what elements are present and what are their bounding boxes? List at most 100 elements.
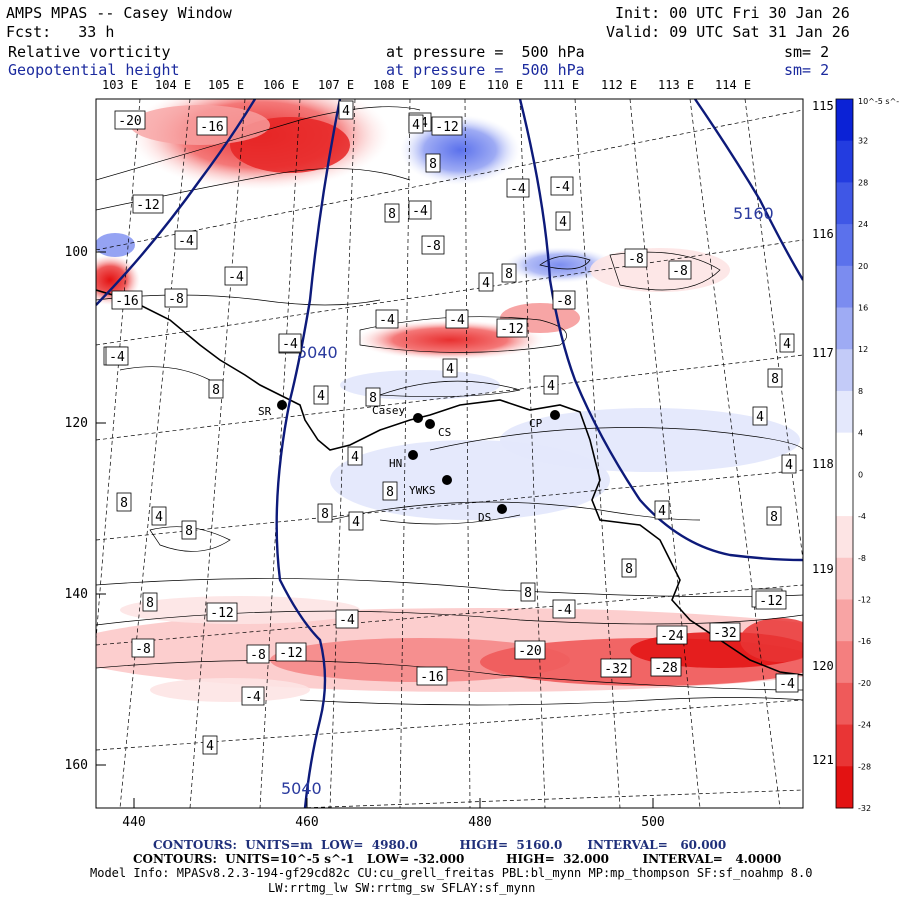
station-sr: SR xyxy=(258,400,287,418)
svg-text:-12: -12 xyxy=(279,646,302,661)
vorticity-contour-label: -12 xyxy=(132,194,164,214)
svg-text:-8: -8 xyxy=(135,642,151,657)
svg-text:8: 8 xyxy=(429,157,437,172)
svg-text:4: 4 xyxy=(351,450,359,465)
colorbar: 32 28 24 20 16 12 8 4 0 -4 -8 -12 -16 -20 -24 -28 -32 xyxy=(835,98,871,813)
vorticity-contour-label: -20 xyxy=(114,110,146,130)
svg-text:-32: -32 xyxy=(713,626,736,641)
vorticity-contour-label: -4 xyxy=(105,346,129,366)
vorticity-contour-label: -8 xyxy=(246,644,270,664)
vorticity-contour-label: -4 xyxy=(408,200,432,220)
vorticity-contour-label: -32 xyxy=(600,658,632,678)
colorbar-label: 24 xyxy=(858,220,868,229)
latlon-grid xyxy=(96,99,803,808)
x-tick-label: 460 xyxy=(295,815,318,830)
init-time: Init: 00 UTC Fri 30 Jan 26 xyxy=(615,4,850,22)
vorticity-contour-label: -12 xyxy=(206,602,238,622)
field2-smoothing: sm= 2 xyxy=(784,61,830,79)
station-marker xyxy=(497,504,507,514)
station-casey: Casey xyxy=(372,404,423,423)
colorbar-label: -32 xyxy=(858,804,871,813)
lon-label: 113 E xyxy=(658,78,694,92)
vorticity-contour-label: 8 xyxy=(384,203,400,223)
svg-text:-4: -4 xyxy=(554,180,570,195)
y-tick-label: 120 xyxy=(65,416,88,431)
svg-text:-12: -12 xyxy=(500,322,523,337)
colorbar-label: -4 xyxy=(858,512,866,521)
colorbar-swatch xyxy=(836,432,853,475)
svg-text:4: 4 xyxy=(155,510,163,525)
svg-text:8: 8 xyxy=(185,524,193,539)
lon-label: 109 E xyxy=(430,78,466,92)
svg-text:8: 8 xyxy=(388,207,396,222)
lon-label: 106 E xyxy=(263,78,299,92)
top-longitude-labels: 103 E 104 E 105 E 106 E 107 E 108 E 109 … xyxy=(102,78,751,92)
svg-text:4: 4 xyxy=(482,276,490,291)
plot-area xyxy=(96,99,803,808)
vorticity-contour-label: -24 xyxy=(656,625,688,645)
colorbar-swatch xyxy=(836,224,853,267)
colorbar-swatch xyxy=(836,724,853,767)
vorticity-contour-label: -8 xyxy=(164,288,188,308)
lon-label: 108 E xyxy=(373,78,409,92)
station-label: YWKS xyxy=(409,484,436,497)
svg-text:-8: -8 xyxy=(250,648,266,663)
lon-label: 114 E xyxy=(715,78,751,92)
svg-text:-4: -4 xyxy=(339,613,355,628)
colorbar-label: 20 xyxy=(858,262,868,271)
vorticity-contour-label: 8 xyxy=(208,379,224,399)
svg-text:-20: -20 xyxy=(518,644,541,659)
vorticity-contour-label: -4 xyxy=(224,266,248,286)
svg-text:8: 8 xyxy=(120,496,128,511)
vorticity-contour-label: 8 xyxy=(501,263,517,283)
colorbar-swatch xyxy=(836,599,853,642)
svg-text:8: 8 xyxy=(386,485,394,500)
lon-label: 105 E xyxy=(208,78,244,92)
station-cp: CP xyxy=(529,410,560,430)
vorticity-contour-label: 4 xyxy=(338,100,354,120)
colorbar-label: 4 xyxy=(858,429,863,438)
vorticity-contour-label: -4 xyxy=(335,609,359,629)
vorticity-contour-label: -4 xyxy=(775,673,799,693)
svg-text:-8: -8 xyxy=(556,294,572,309)
station-label: HN xyxy=(389,457,402,470)
station-label: Casey xyxy=(372,404,405,417)
station-label: CS xyxy=(438,426,451,439)
valid-time: Valid: 09 UTC Sat 31 Jan 26 xyxy=(606,23,850,41)
vorticity-contour-label: -4 xyxy=(278,333,302,353)
station-hn: HN xyxy=(389,450,418,470)
svg-text:-12: -12 xyxy=(759,594,782,609)
svg-text:-4: -4 xyxy=(379,313,395,328)
station-layer: SR Casey CS CP HN YWKS DS xyxy=(258,400,560,524)
svg-text:4: 4 xyxy=(412,118,420,133)
colorbar-label: 12 xyxy=(858,345,868,354)
vorticity-contour-label: -12 xyxy=(431,116,463,136)
field1-name: Relative vorticity xyxy=(8,43,171,61)
colorbar-label: 0 xyxy=(858,470,863,479)
vorticity-contour-label: -12 xyxy=(755,590,787,610)
vorticity-contour-label: 4 xyxy=(348,511,364,531)
svg-text:-16: -16 xyxy=(200,120,223,135)
plot-frame xyxy=(95,98,804,809)
colorbar-frame xyxy=(835,98,854,809)
field1-pressure: at pressure = 500 hPa xyxy=(386,43,585,61)
svg-text:-20: -20 xyxy=(118,114,141,129)
vorticity-labels: -20-16-12-4-16-8-44-48-1284-4-44-8-8-8-4… xyxy=(103,100,799,755)
forecast-hour: Fcst: 33 h xyxy=(6,23,115,41)
svg-text:-32: -32 xyxy=(604,662,627,677)
height-label: 5040 xyxy=(281,779,322,798)
vorticity-contour-label: -8 xyxy=(624,248,648,268)
height-labels: 5160 5040 5040 xyxy=(281,204,774,798)
colorbar-label: -16 xyxy=(858,637,871,646)
field2-pressure: at pressure = 500 hPa xyxy=(386,61,585,79)
colorbar-unit: 10^-5 s^-1 xyxy=(858,97,900,106)
vorticity-contour-label: -8 xyxy=(131,638,155,658)
vorticity-contour-label: 8 xyxy=(181,520,197,540)
svg-text:-24: -24 xyxy=(660,629,684,644)
y-tick-label: 100 xyxy=(65,245,88,260)
svg-text:4: 4 xyxy=(342,104,350,119)
colorbar-swatch xyxy=(836,682,853,726)
station-marker xyxy=(277,400,287,410)
vorticity-contour-label: -16 xyxy=(111,290,143,310)
svg-text:8: 8 xyxy=(625,562,633,577)
